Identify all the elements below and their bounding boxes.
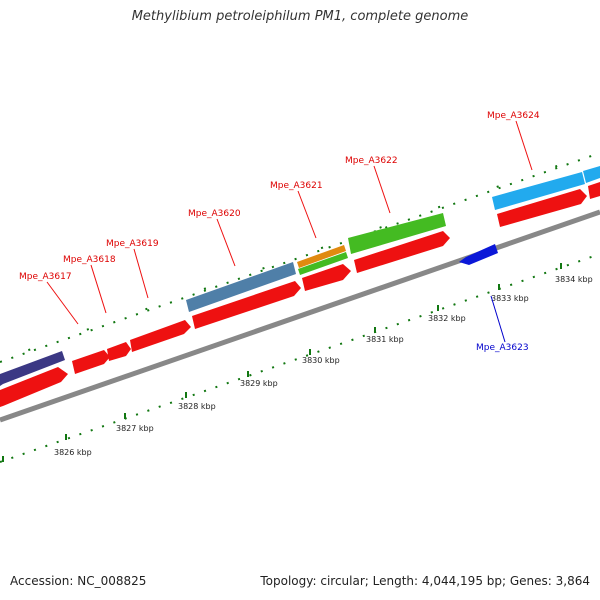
scale-label: 3833 kbp bbox=[491, 294, 529, 303]
inner-major-ticks bbox=[2, 263, 562, 462]
scale-label: 3826 kbp bbox=[54, 448, 92, 457]
cds-arrow-3617 bbox=[72, 350, 110, 374]
gene-block-3617-prev bbox=[0, 351, 65, 386]
cds-arrow-3622 bbox=[354, 231, 450, 273]
leader-3618 bbox=[90, 264, 107, 314]
gene-label: Mpe_A3619 bbox=[106, 239, 159, 249]
scale-label: 3831 kbp bbox=[366, 335, 404, 344]
gene-label: Mpe_A3623 bbox=[476, 343, 529, 353]
cds-arrow-3619 bbox=[130, 320, 191, 352]
scale-label: 3829 kbp bbox=[240, 379, 278, 388]
leader-3622 bbox=[373, 165, 391, 214]
outer-minor-ticks bbox=[0, 152, 600, 363]
gene-labels: Mpe_A3617 Mpe_A3618 Mpe_A3619 Mpe_A3620 … bbox=[19, 111, 540, 353]
gene-block-3620 bbox=[186, 262, 296, 312]
cds-arrow-3620 bbox=[192, 281, 301, 329]
gene-label: Mpe_A3618 bbox=[63, 255, 116, 265]
gene-label: Mpe_A3622 bbox=[345, 156, 398, 166]
label-leaders bbox=[46, 120, 533, 343]
cds-arrow-next bbox=[588, 182, 600, 199]
gene-label: Mpe_A3624 bbox=[487, 111, 540, 121]
cds-arrow-1 bbox=[0, 367, 68, 407]
map-title: Methylibium petroleiphilum PM1, complete… bbox=[131, 9, 469, 24]
gene-block-3621-b bbox=[298, 252, 348, 275]
gene-block-3622 bbox=[348, 213, 446, 254]
outer-tick-track bbox=[0, 150, 600, 363]
scale-label: 3832 kbp bbox=[428, 314, 466, 323]
scale-label: 3828 kbp bbox=[178, 402, 216, 411]
gene-label: Mpe_A3621 bbox=[270, 181, 323, 191]
scale-label: 3827 kbp bbox=[116, 424, 154, 433]
leader-3617 bbox=[46, 281, 79, 325]
cds-arrow-3624 bbox=[497, 189, 587, 227]
gene-block-3624 bbox=[492, 172, 585, 210]
leader-3624 bbox=[515, 120, 533, 171]
accession-text: Accession: NC_008825 bbox=[10, 574, 147, 588]
scale-label: 3830 kbp bbox=[302, 356, 340, 365]
leader-3621 bbox=[297, 190, 317, 239]
gene-block-3621-a bbox=[297, 245, 346, 268]
backbone bbox=[0, 209, 600, 423]
cds-arrow-3621 bbox=[302, 264, 351, 291]
leader-3623 bbox=[490, 295, 506, 343]
scale-label: 3834 kbp bbox=[555, 275, 593, 284]
cds-arrows bbox=[0, 182, 600, 407]
leader-3620 bbox=[216, 218, 236, 267]
gene-block-3623 bbox=[459, 244, 498, 265]
forward-features bbox=[0, 166, 600, 386]
cds-arrow-3618 bbox=[107, 342, 131, 361]
genome-summary-text: Topology: circular; Length: 4,044,195 bp… bbox=[260, 574, 590, 588]
scale-labels: 3826 kbp 3827 kbp 3828 kbp 3829 kbp 3830… bbox=[54, 275, 593, 457]
leader-3619 bbox=[133, 248, 149, 299]
gene-label: Mpe_A3617 bbox=[19, 272, 72, 282]
gene-label: Mpe_A3620 bbox=[188, 209, 241, 219]
gene-block-next bbox=[583, 166, 600, 183]
